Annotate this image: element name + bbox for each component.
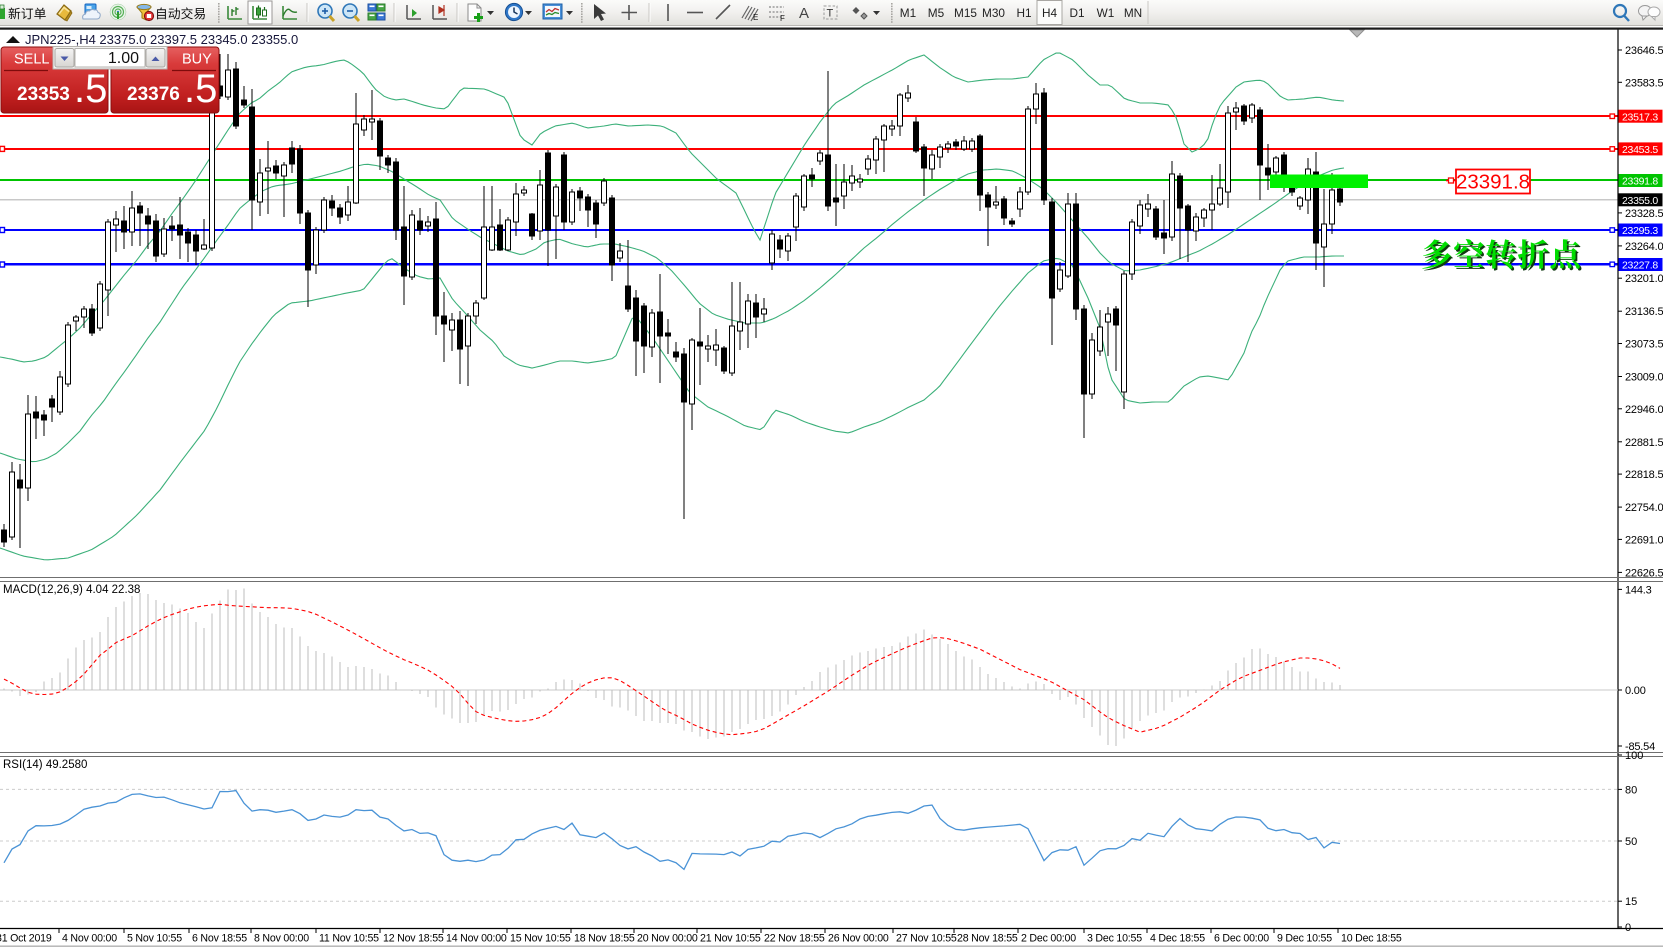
svg-text:50: 50 — [1625, 836, 1637, 848]
svg-text:10 Dec 18:55: 10 Dec 18:55 — [1341, 933, 1402, 945]
svg-text:M5: M5 — [928, 6, 945, 20]
svg-text:23517.3: 23517.3 — [1622, 111, 1658, 123]
svg-text:100: 100 — [1625, 750, 1643, 762]
svg-text:23264.0: 23264.0 — [1625, 241, 1663, 253]
svg-text:9 Dec 10:55: 9 Dec 10:55 — [1277, 933, 1332, 945]
svg-text:F: F — [780, 14, 785, 23]
svg-text:22691.0: 22691.0 — [1625, 534, 1663, 546]
svg-text:4 Nov 00:00: 4 Nov 00:00 — [62, 933, 117, 945]
svg-text:22754.0: 22754.0 — [1625, 502, 1663, 514]
svg-text:0.00: 0.00 — [1625, 685, 1646, 697]
svg-text:31 Oct 2019: 31 Oct 2019 — [0, 933, 52, 945]
svg-text:23355.0: 23355.0 — [1622, 195, 1658, 207]
svg-text:2 Dec 00:00: 2 Dec 00:00 — [1021, 933, 1076, 945]
svg-text:23453.5: 23453.5 — [1622, 144, 1658, 156]
svg-text:22818.5: 22818.5 — [1625, 469, 1663, 481]
svg-text:22626.5: 22626.5 — [1625, 567, 1663, 579]
svg-text:6 Nov 18:55: 6 Nov 18:55 — [192, 933, 247, 945]
svg-text:23646.5: 23646.5 — [1625, 45, 1663, 57]
svg-text:.5: .5 — [74, 67, 107, 111]
svg-text:-85.54: -85.54 — [1625, 741, 1655, 753]
svg-text:23227.8: 23227.8 — [1622, 260, 1658, 272]
svg-text:12 Nov 18:55: 12 Nov 18:55 — [383, 933, 444, 945]
svg-text:6 Dec 00:00: 6 Dec 00:00 — [1214, 933, 1269, 945]
svg-text:22946.0: 22946.0 — [1625, 404, 1663, 416]
svg-text:15 Nov 10:55: 15 Nov 10:55 — [510, 933, 571, 945]
svg-text:M1: M1 — [900, 6, 916, 20]
svg-text:27 Nov 10:55: 27 Nov 10:55 — [896, 933, 957, 945]
svg-text:26 Nov 00:00: 26 Nov 00:00 — [828, 933, 889, 945]
svg-text:H4: H4 — [1042, 6, 1058, 20]
svg-text:RSI(14) 49.2580: RSI(14) 49.2580 — [3, 759, 87, 771]
svg-text:3 Dec 10:55: 3 Dec 10:55 — [1087, 933, 1142, 945]
svg-text:SELL: SELL — [14, 52, 49, 68]
svg-text:28 Nov 18:55: 28 Nov 18:55 — [957, 933, 1018, 945]
svg-text:14 Nov 00:00: 14 Nov 00:00 — [446, 933, 507, 945]
svg-text:22881.5: 22881.5 — [1625, 437, 1663, 449]
svg-text:23353: 23353 — [17, 84, 70, 105]
svg-text:4 Dec 18:55: 4 Dec 18:55 — [1150, 933, 1205, 945]
svg-text:T: T — [827, 8, 834, 20]
svg-text:23583.5: 23583.5 — [1625, 77, 1663, 89]
svg-text:21 Nov 10:55: 21 Nov 10:55 — [700, 933, 761, 945]
svg-text:23391.8: 23391.8 — [1456, 171, 1530, 194]
svg-text:11 Nov 10:55: 11 Nov 10:55 — [319, 933, 379, 945]
svg-text:144.3: 144.3 — [1625, 584, 1652, 596]
svg-text:1.00: 1.00 — [108, 50, 139, 67]
svg-text:.5: .5 — [184, 67, 217, 111]
svg-text:23009.0: 23009.0 — [1625, 372, 1663, 384]
svg-text:E: E — [753, 13, 758, 22]
svg-text:5 Nov 10:55: 5 Nov 10:55 — [127, 933, 182, 945]
svg-text:23376: 23376 — [127, 84, 180, 105]
svg-text:18 Nov 18:55: 18 Nov 18:55 — [574, 933, 635, 945]
svg-text:BUY: BUY — [182, 52, 212, 68]
svg-text:M30: M30 — [982, 6, 1005, 20]
svg-text:20 Nov 00:00: 20 Nov 00:00 — [637, 933, 698, 945]
svg-text:23295.3: 23295.3 — [1622, 225, 1658, 237]
svg-text:23201.0: 23201.0 — [1625, 273, 1663, 285]
svg-text:23136.5: 23136.5 — [1625, 306, 1663, 318]
svg-text:W1: W1 — [1097, 6, 1115, 20]
svg-text:8 Nov 00:00: 8 Nov 00:00 — [254, 933, 309, 945]
svg-text:15: 15 — [1625, 896, 1637, 908]
svg-text:M15: M15 — [954, 6, 977, 20]
svg-text:A: A — [799, 5, 809, 22]
svg-text:23328.5: 23328.5 — [1625, 208, 1663, 220]
svg-text:23391.8: 23391.8 — [1622, 176, 1658, 188]
svg-text:H1: H1 — [1016, 6, 1031, 20]
svg-text:22 Nov 18:55: 22 Nov 18:55 — [764, 933, 825, 945]
svg-text:23073.5: 23073.5 — [1625, 339, 1663, 351]
svg-text:MACD(12,26,9) 4.04 22.38: MACD(12,26,9) 4.04 22.38 — [3, 584, 140, 596]
svg-text:D1: D1 — [1069, 6, 1084, 20]
svg-text:JPN225-,H4 23375.0 23397.5 23: JPN225-,H4 23375.0 23397.5 23345.0 23355… — [25, 32, 298, 47]
svg-text:MN: MN — [1124, 6, 1142, 20]
svg-text:80: 80 — [1625, 784, 1637, 796]
